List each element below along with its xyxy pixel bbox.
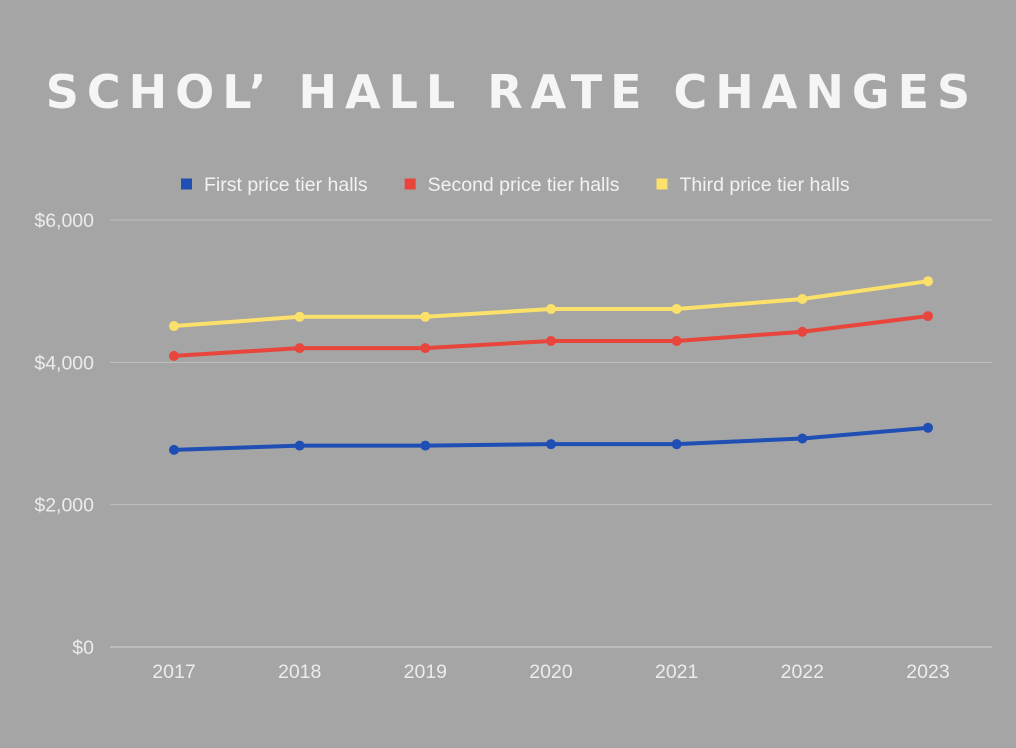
legend-swatch: [404, 178, 416, 190]
legend-label: Second price tier halls: [428, 174, 620, 196]
data-point: [546, 439, 556, 450]
data-point: [797, 433, 808, 444]
data-point: [294, 440, 305, 451]
data-point: [169, 444, 179, 455]
series-2: [169, 311, 933, 361]
data-point: [797, 326, 808, 337]
gridlines: [110, 219, 992, 648]
y-tick-label: $0: [72, 637, 94, 659]
x-tick-label: 2019: [404, 661, 447, 683]
legend-item: First price tier halls: [181, 174, 368, 196]
x-tick-label: 2018: [278, 661, 321, 683]
data-point: [420, 343, 431, 354]
legend: First price tier halls Second price tier …: [181, 174, 850, 196]
y-tick-label: $4,000: [34, 352, 94, 374]
data-point: [923, 276, 933, 287]
x-tick-label: 2020: [529, 661, 573, 683]
data-point: [420, 311, 431, 322]
legend-swatch: [656, 178, 668, 190]
series-line: [172, 279, 930, 329]
series-1: [169, 422, 933, 455]
x-tick-label: 2023: [906, 661, 949, 683]
data-point: [169, 321, 179, 332]
data-point: [546, 303, 556, 314]
series-3: [169, 276, 933, 332]
x-tick-label: 2022: [781, 661, 824, 683]
data-point: [923, 422, 933, 433]
x-tick-label: 2017: [152, 661, 195, 683]
data-point: [671, 439, 682, 450]
x-tick-label: 2021: [655, 661, 698, 683]
legend-label: First price tier halls: [204, 174, 368, 196]
data-point: [169, 350, 179, 361]
legend-swatch: [181, 178, 192, 190]
legend-item: Third price tier halls: [656, 174, 850, 196]
data-point: [294, 343, 305, 354]
data-point: [546, 335, 556, 346]
data-point: [923, 311, 933, 322]
y-tick-label: $2,000: [34, 495, 94, 517]
x-axis: 2017 2018 2019 2020 2021 2022 2023: [152, 661, 949, 683]
y-tick-label: $6,000: [34, 210, 94, 232]
chart-title: SCHOL’ HALL RATE CHANGES: [46, 65, 978, 119]
legend-item: Second price tier halls: [404, 174, 620, 196]
data-point: [671, 335, 682, 346]
data-point: [420, 440, 431, 451]
series-group: [169, 276, 933, 455]
data-point: [797, 293, 808, 304]
data-point: [671, 303, 682, 314]
y-axis: $0 $2,000 $4,000 $6,000: [34, 210, 94, 659]
data-point: [294, 311, 305, 322]
legend-label: Third price tier halls: [679, 174, 849, 196]
